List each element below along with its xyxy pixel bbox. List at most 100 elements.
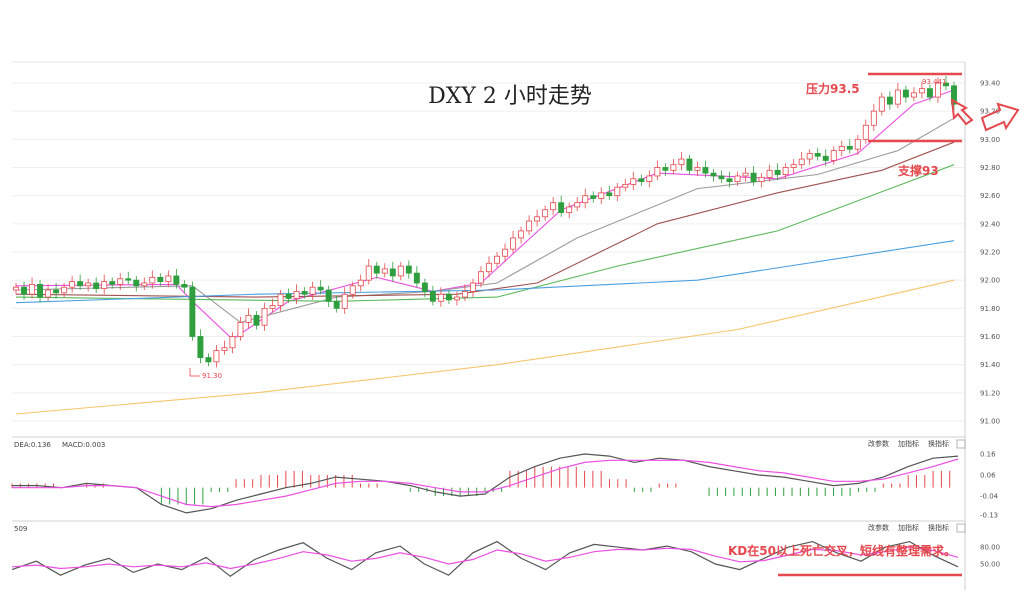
candle-body — [758, 176, 765, 182]
high-label: 93.441 — [922, 78, 947, 86]
candle-body — [341, 293, 348, 309]
candle-body — [774, 169, 781, 175]
resistance-label: 压力93.5 — [806, 81, 860, 96]
candle-body — [934, 82, 941, 98]
kd-tick-label: 80.00 — [980, 544, 1000, 552]
candle-body — [125, 278, 132, 281]
candle-body — [606, 192, 613, 197]
candle-body — [389, 268, 396, 277]
candle-body — [445, 293, 452, 301]
candle-body — [149, 276, 156, 284]
candle-body — [293, 291, 300, 299]
moving-average-line — [15, 117, 955, 324]
candle-body — [77, 281, 84, 287]
candle-body — [325, 289, 332, 302]
kd-menu-switch[interactable]: 换指标 — [928, 523, 949, 532]
candle-body — [37, 283, 44, 298]
candle-body — [670, 164, 677, 171]
price-tick-label: 93.20 — [980, 108, 1000, 116]
macd-close-icon[interactable] — [956, 439, 966, 449]
macd-tick-label: 0.16 — [980, 451, 996, 459]
candle-body — [205, 357, 212, 363]
candle-body — [894, 89, 901, 105]
candle-body — [590, 195, 597, 199]
macd-menu-add[interactable]: 加指标 — [898, 439, 919, 448]
right-arrow-icon — [980, 102, 1020, 132]
macd-menu-params[interactable]: 改参数 — [868, 439, 889, 448]
candle-body — [694, 167, 701, 171]
macd-tick-label: 0.06 — [980, 472, 996, 480]
candle-body — [926, 88, 933, 98]
candle-body — [261, 307, 268, 326]
candle-body — [742, 172, 749, 177]
candle-body — [534, 216, 541, 222]
candle-body — [237, 322, 244, 337]
candle-body — [437, 293, 444, 302]
kd-legend: 509 — [14, 525, 27, 533]
candle-body — [381, 268, 388, 274]
candle-body — [349, 285, 356, 295]
candle-body — [189, 286, 196, 337]
candle-body — [101, 281, 108, 290]
candle-body — [878, 96, 885, 112]
candle-body — [197, 336, 204, 359]
moving-average-line — [15, 141, 955, 298]
price-tick-label: 91.20 — [980, 389, 1000, 397]
candle-body — [421, 282, 428, 292]
candle-body — [806, 153, 813, 160]
candle-body — [373, 265, 380, 274]
candle-body — [814, 153, 821, 157]
candle-body — [109, 281, 116, 285]
candle-body — [333, 300, 340, 309]
candle-body — [269, 305, 276, 309]
macd-tick-label: -0.13 — [980, 512, 998, 520]
candle-body — [582, 195, 589, 204]
candle-body — [253, 314, 260, 326]
candle-body — [710, 172, 717, 177]
candle-body — [798, 158, 805, 166]
candle-body — [550, 202, 557, 211]
candle-body — [951, 85, 957, 105]
candle-body — [902, 89, 909, 98]
macd-legend-macd: MACD:0.003 — [62, 441, 105, 449]
candle-body — [397, 265, 404, 277]
candle-body — [229, 336, 236, 349]
macd-legend-dea: DEA:0.136 — [14, 441, 51, 449]
candle-body — [510, 237, 517, 250]
candle-body — [85, 282, 92, 287]
candle-body — [173, 275, 180, 285]
candle-body — [53, 289, 60, 294]
candle-body — [574, 202, 581, 208]
macd-axis: 0.16 0.06 -0.04 -0.13 — [980, 451, 999, 520]
moving-average-line — [15, 279, 955, 415]
candle-body — [29, 283, 36, 295]
candle-body — [662, 167, 669, 171]
grid-lines — [12, 61, 966, 590]
macd-histogram — [11, 466, 951, 505]
macd-menu-switch[interactable]: 换指标 — [928, 439, 949, 448]
candle-body — [838, 145, 845, 151]
kd-menu-add[interactable]: 加指标 — [898, 523, 919, 532]
candle-body — [910, 92, 917, 98]
candle-body — [822, 155, 829, 161]
kd-menu-params[interactable]: 改参数 — [868, 523, 889, 532]
low-label: 91.30 — [202, 372, 222, 380]
candle-body — [718, 175, 725, 180]
candle-body — [405, 265, 412, 274]
candle-body — [598, 192, 605, 199]
candle-body — [646, 175, 653, 182]
candle-body — [686, 158, 693, 171]
candle-body — [133, 279, 140, 287]
candle-body — [69, 281, 76, 288]
kd-tick-label: 50.00 — [980, 561, 1000, 569]
candle-body — [429, 291, 436, 302]
candle-body — [846, 145, 853, 150]
price-tick-label: 91.00 — [980, 418, 1000, 426]
kd-close-icon[interactable] — [956, 523, 966, 533]
price-tick-label: 93.00 — [980, 136, 1000, 144]
candle-body — [21, 286, 27, 295]
candle-body — [558, 202, 565, 213]
candle-body — [61, 286, 68, 294]
candle-body — [542, 209, 549, 218]
price-tick-label: 93.40 — [980, 80, 1000, 88]
